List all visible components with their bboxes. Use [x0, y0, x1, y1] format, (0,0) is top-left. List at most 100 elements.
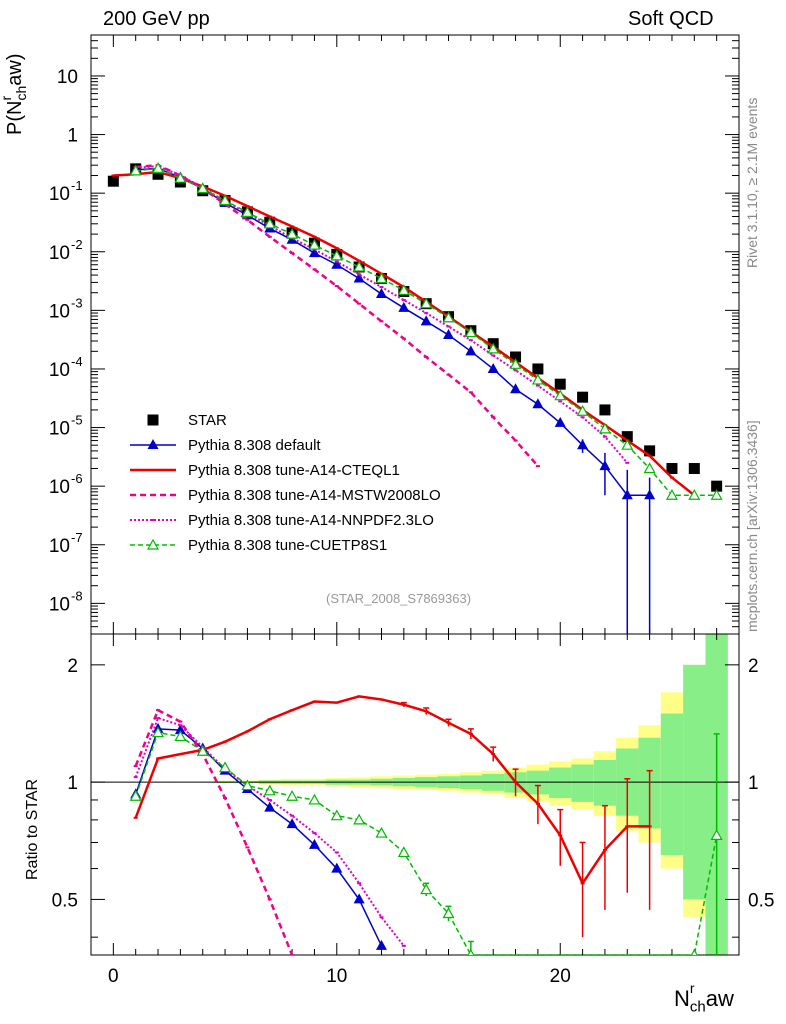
data-point-open-triangle — [710, 489, 723, 500]
data-point-open-triangle — [241, 779, 254, 791]
ratio-line-mstw — [134, 708, 294, 955]
rivet-label: Rivet 3.1.10, ≥ 2.1M events — [744, 97, 760, 268]
data-point-open-triangle — [442, 907, 455, 919]
legend-label: Pythia 8.308 tune-CUETP8S1 — [188, 537, 387, 554]
y-tick-exponent: -1 — [71, 178, 83, 193]
analysis-id-label: (STAR_2008_S7869363) — [326, 591, 472, 606]
data-point-open-triangle — [576, 404, 589, 416]
data-point-open-triangle — [174, 730, 187, 742]
legend-item: Pythia 8.308 tune-A14-NNPDF2.3LO — [130, 512, 434, 529]
site-label: mcplots.cern.ch [arXiv:1306.3436] — [744, 420, 760, 632]
data-point-open-triangle — [487, 342, 500, 354]
data-point-open-triangle — [219, 194, 232, 206]
data-point-open-triangle — [219, 761, 232, 773]
top-y-label-sub: ch — [13, 85, 29, 101]
data-point-square — [666, 463, 678, 475]
data-point-open-triangle — [397, 846, 410, 858]
data-point-square — [532, 363, 544, 375]
data-point-open-triangle — [196, 182, 209, 194]
data-point-triangle — [353, 893, 365, 904]
ratio-y-tick-label-right: 2 — [748, 656, 759, 677]
ratio-series-mstw — [133, 708, 295, 955]
data-point-square — [688, 463, 700, 475]
data-point-open-triangle — [509, 358, 522, 369]
data-point-open-triangle — [690, 948, 698, 955]
y-tick-label: 10 — [49, 536, 70, 557]
data-point-triangle — [644, 489, 656, 500]
legend: STAR Pythia 8.308 default Pythia 8.308 tun… — [130, 412, 441, 554]
plot-frames — [90, 34, 740, 956]
data-point-open-triangle — [464, 326, 477, 338]
data-point-square — [621, 431, 633, 443]
y-tick-exponent: -2 — [71, 237, 83, 252]
data-point-square — [554, 378, 566, 390]
y-tick-label: 10 — [49, 477, 70, 498]
left-title: 200 GeV pp — [103, 8, 210, 30]
data-point-open-triangle — [308, 238, 321, 250]
data-point-open-triangle — [308, 793, 321, 805]
right-title: Soft QCD — [628, 8, 714, 30]
data-point-open-triangle — [330, 809, 343, 821]
data-point-open-triangle — [467, 948, 475, 955]
y-tick-label: 10 — [49, 360, 70, 381]
y-tick-label: 10 — [49, 301, 70, 322]
data-point-open-triangle — [710, 829, 723, 840]
band-green — [571, 764, 594, 802]
series-cuetp — [129, 162, 723, 500]
x-label-sub: ch — [689, 998, 706, 1016]
data-point-triangle — [599, 460, 611, 471]
ratio-line-nnpdf — [134, 716, 405, 947]
data-point-square — [152, 168, 164, 180]
legend-label: Pythia 8.308 tune-A14-CTEQL1 — [188, 462, 400, 479]
ratio-y-tick-label-right: 1 — [748, 773, 759, 794]
ratio-y-tick-label: 2 — [67, 656, 78, 677]
data-point-triangle — [375, 939, 387, 950]
y-tick-label: 10 — [49, 594, 70, 615]
data-point-open-triangle — [152, 726, 165, 738]
data-point-open-triangle — [286, 790, 299, 801]
data-point-open-triangle — [146, 538, 160, 550]
data-point-open-triangle — [129, 790, 142, 801]
data-point-open-triangle — [531, 373, 544, 385]
y-tick-exponent: -8 — [71, 588, 83, 603]
band-green — [593, 759, 617, 806]
data-point-triangle — [331, 258, 343, 269]
legend-label: Pythia 8.308 tune-A14-NNPDF2.3LO — [188, 512, 434, 529]
data-point-open-triangle — [598, 422, 611, 434]
data-point-triangle — [443, 328, 455, 339]
legend-item: Pythia 8.308 tune-A14-CTEQL1 — [130, 462, 400, 479]
data-point-square — [599, 404, 611, 416]
data-point-open-triangle — [688, 489, 701, 500]
data-point-open-triangle — [353, 813, 366, 825]
data-point-triangle — [621, 489, 633, 500]
legend-label: Pythia 8.308 tune-A14-MSTW2008LO — [188, 487, 441, 504]
legend-label: STAR — [188, 412, 227, 429]
data-point-triangle — [487, 362, 499, 373]
data-point-triangle — [375, 288, 387, 299]
bottom-y-axis-label: Ratio to STAR — [24, 778, 41, 880]
data-point-triangle — [577, 439, 589, 450]
legend-label: Pythia 8.308 default — [188, 437, 321, 454]
x-axis-label: Nch r aw — [674, 980, 734, 1016]
y-tick-exponent: -6 — [71, 471, 83, 486]
data-point-open-triangle — [330, 249, 343, 261]
data-point-open-triangle — [129, 164, 142, 176]
y-tick-label: 10 — [57, 67, 78, 88]
data-point-square — [577, 391, 589, 403]
ratio-y-tick-label-right: 0.5 — [748, 890, 774, 911]
data-point-triangle — [554, 416, 566, 427]
data-point-open-triangle — [554, 389, 567, 401]
band-green — [660, 713, 684, 856]
y-tick-exponent: -4 — [71, 354, 83, 369]
y-tick-label: 10 — [49, 419, 70, 440]
y-tick-exponent: -5 — [71, 413, 83, 428]
y-tick-label: 1 — [67, 126, 78, 147]
data-point-open-triangle — [397, 284, 410, 295]
data-point-open-triangle — [643, 462, 656, 474]
data-point-square — [147, 414, 159, 426]
data-point-triangle — [308, 247, 320, 258]
y-tick-label: 10 — [49, 184, 70, 205]
top-y-label-end: aw) — [4, 53, 26, 86]
legend-item: Pythia 8.308 tune-CUETP8S1 — [130, 537, 387, 554]
